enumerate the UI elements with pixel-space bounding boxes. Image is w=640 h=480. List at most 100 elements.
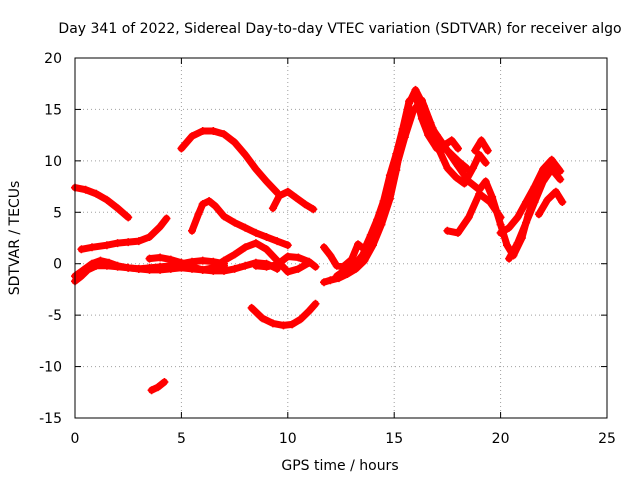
data-point <box>305 307 314 315</box>
data-point <box>300 200 309 209</box>
data-point <box>209 263 218 272</box>
tick-labels: 0 5 10 15 20 25 -15 -10 -5 0 5 10 15 20 <box>39 51 616 447</box>
y-tick-label: 15 <box>44 102 62 118</box>
data-point <box>332 261 341 270</box>
y-tick-label: 5 <box>53 205 62 221</box>
data-point <box>262 233 271 241</box>
series-arc-1 <box>71 184 132 221</box>
data-point <box>558 198 567 206</box>
data-point <box>162 214 171 223</box>
data-point <box>113 204 122 213</box>
data-point <box>409 106 418 115</box>
data-point <box>375 215 384 224</box>
data-point <box>311 262 320 271</box>
data-point <box>422 115 431 124</box>
data-point <box>400 133 409 142</box>
series-arc-2 <box>77 215 170 253</box>
grid-lines <box>75 58 607 418</box>
data-point <box>543 195 552 204</box>
data-point <box>124 263 133 272</box>
data-point <box>309 205 318 214</box>
data-point <box>475 189 484 198</box>
data-point <box>305 257 314 266</box>
data-point <box>124 238 133 247</box>
series-arc-4 <box>71 257 228 280</box>
data-point <box>220 130 228 139</box>
data-point <box>496 228 505 237</box>
data-point <box>366 235 375 243</box>
x-tick-label: 20 <box>492 431 510 447</box>
data-point <box>481 177 490 186</box>
data-point <box>454 162 462 170</box>
data-point <box>251 261 260 270</box>
data-point <box>211 202 220 211</box>
x-tick-label: 10 <box>279 431 297 447</box>
data-point <box>241 223 250 232</box>
data-point <box>134 237 143 246</box>
data-point <box>547 155 556 164</box>
data-point <box>443 146 452 155</box>
data-point <box>556 175 565 184</box>
data-point <box>292 193 301 202</box>
axis-ticks <box>74 57 608 419</box>
data-point <box>145 233 154 241</box>
data-point <box>475 150 484 159</box>
data-point <box>154 383 162 392</box>
y-tick-label: 20 <box>44 51 62 67</box>
data-point <box>354 240 362 249</box>
data-point <box>220 212 228 221</box>
data-traces <box>71 85 567 395</box>
data-point <box>534 210 543 219</box>
x-tick-label: 15 <box>385 431 403 447</box>
data-point <box>262 177 271 186</box>
data-point <box>230 218 239 227</box>
data-point <box>434 145 443 154</box>
data-point <box>102 195 111 204</box>
data-point <box>145 263 154 272</box>
data-point <box>198 265 207 274</box>
data-point <box>522 198 531 206</box>
x-axis-label: GPS time / hours <box>281 458 398 474</box>
data-point <box>383 191 392 200</box>
y-tick-label: -15 <box>39 411 62 427</box>
data-point <box>522 218 531 227</box>
data-point <box>258 314 267 323</box>
data-point <box>405 99 414 108</box>
data-point <box>505 223 514 232</box>
x-tick-label: 5 <box>177 431 186 447</box>
plot-frame <box>74 57 608 419</box>
data-point <box>283 252 292 261</box>
data-point <box>320 243 328 252</box>
data-point <box>411 85 420 94</box>
data-point <box>454 144 462 153</box>
data-point <box>198 256 207 265</box>
data-point <box>347 255 356 264</box>
data-point <box>349 261 358 270</box>
data-point <box>156 262 165 271</box>
data-point <box>77 245 86 254</box>
data-point <box>326 251 335 260</box>
data-point <box>79 265 88 274</box>
data-point <box>251 228 260 237</box>
data-point <box>268 204 277 213</box>
data-point <box>483 146 492 155</box>
data-point <box>209 127 218 135</box>
series-arc-10 <box>269 188 317 213</box>
y-tick-label: 0 <box>53 257 62 273</box>
data-point <box>447 136 456 145</box>
data-point <box>275 191 284 200</box>
chart-title: Day 341 of 2022, Sidereal Day-to-day VTE… <box>58 21 621 37</box>
data-point <box>513 239 522 248</box>
data-point <box>320 278 328 287</box>
data-point <box>464 177 473 186</box>
data-point <box>96 256 105 265</box>
data-point <box>496 220 505 229</box>
data-point <box>505 254 514 263</box>
series-arc-6 <box>177 127 281 197</box>
data-point <box>156 222 165 231</box>
data-point <box>283 241 292 250</box>
data-point <box>262 262 271 271</box>
series-arc-19 <box>497 156 564 237</box>
data-point <box>188 262 196 271</box>
